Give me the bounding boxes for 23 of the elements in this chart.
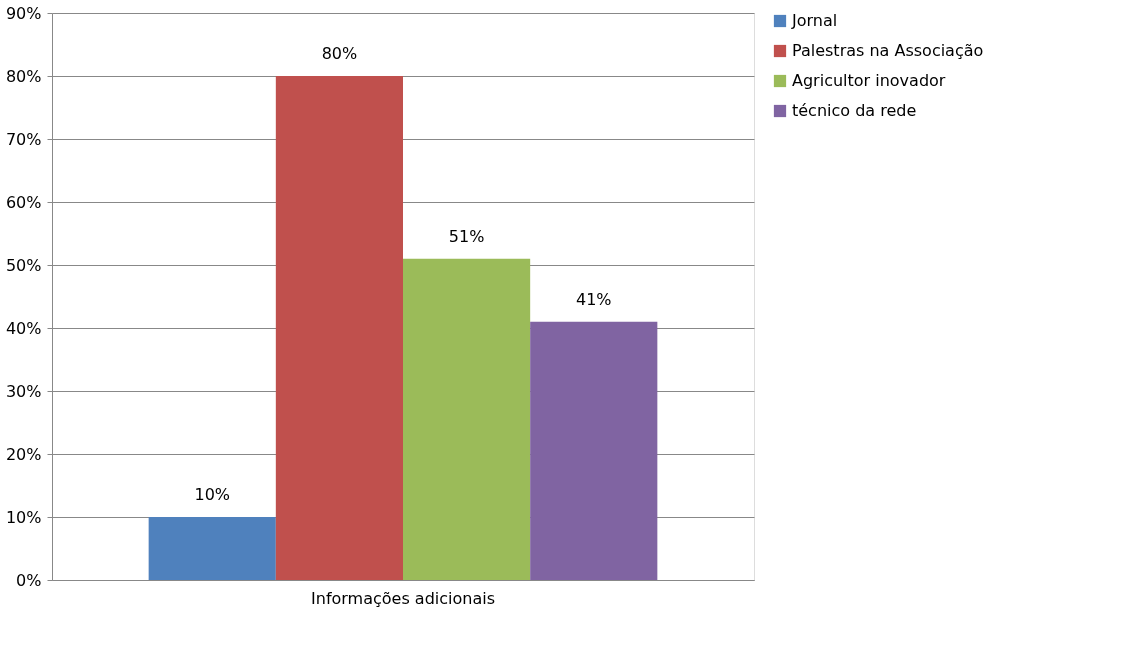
data-label: 80% (321, 44, 358, 63)
data-label: 51% (448, 226, 485, 246)
data-label: 10% (194, 485, 231, 504)
x-tick-label: Informações adicionais (311, 588, 495, 608)
y-tick-label: 30% (5, 381, 42, 401)
bar (530, 321, 658, 580)
bar (148, 517, 276, 580)
y-tick-label: 20% (5, 444, 42, 464)
y-tick-label: 80% (5, 66, 42, 86)
legend-label: Agricultor inovador (792, 71, 946, 90)
y-tick-label: 0% (16, 570, 42, 590)
legend-label: Jornal (791, 11, 838, 30)
legend-label: Palestras na Associação (792, 41, 984, 60)
y-tick-label: 60% (5, 192, 42, 212)
y-tick-label: 10% (5, 507, 42, 527)
y-tick-label: 70% (5, 129, 42, 149)
legend-label: técnico da rede (792, 101, 917, 120)
bar (275, 76, 403, 580)
bar (403, 258, 531, 580)
y-tick-label: 40% (5, 318, 42, 338)
data-label: 41% (575, 289, 612, 309)
y-tick-label: 50% (5, 255, 42, 275)
y-tick-label: 90% (5, 3, 42, 23)
